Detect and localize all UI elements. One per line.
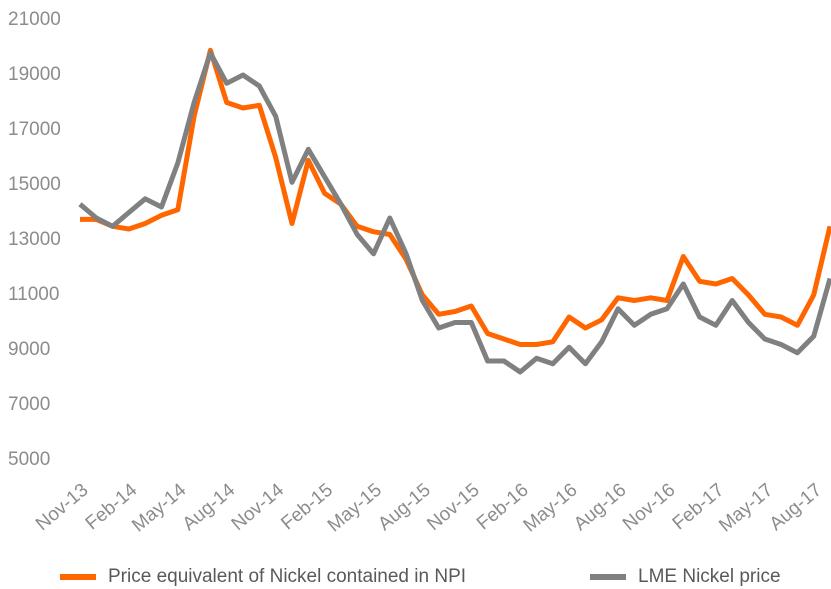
y-tick-label: 13000	[8, 229, 61, 250]
y-tick-label: 19000	[8, 64, 61, 85]
line-series	[78, 50, 831, 375]
y-tick-label: 7000	[8, 394, 50, 415]
y-tick-label: 15000	[8, 174, 61, 195]
x-tick-label: May-17	[715, 480, 777, 537]
legend-label: LME Nickel price	[638, 566, 781, 587]
x-tick-label: May-16	[520, 480, 582, 537]
x-tick-label: Aug-15	[374, 480, 434, 535]
y-tick-label: 5000	[8, 449, 50, 470]
x-tick-label: May-15	[324, 480, 386, 537]
x-tick-label: Aug-14	[179, 479, 240, 535]
line-series	[80, 47, 831, 347]
y-tick-label: 9000	[8, 339, 50, 360]
x-tick-label: Aug-17	[766, 480, 826, 535]
x-tick-label: Aug-16	[570, 480, 630, 535]
x-tick-label: Nov-15	[423, 480, 483, 535]
x-tick-label: Nov-16	[619, 480, 679, 535]
y-tick-label: 11000	[8, 284, 59, 305]
legend-label: Price equivalent of Nickel contained in …	[108, 566, 466, 587]
x-tick-label: Nov-14	[228, 479, 289, 535]
y-tick-label: 21000	[8, 9, 61, 30]
x-tick-label: May-14	[128, 479, 190, 536]
y-tick-label: 17000	[8, 119, 61, 140]
x-tick-label: Nov-13	[32, 480, 92, 535]
